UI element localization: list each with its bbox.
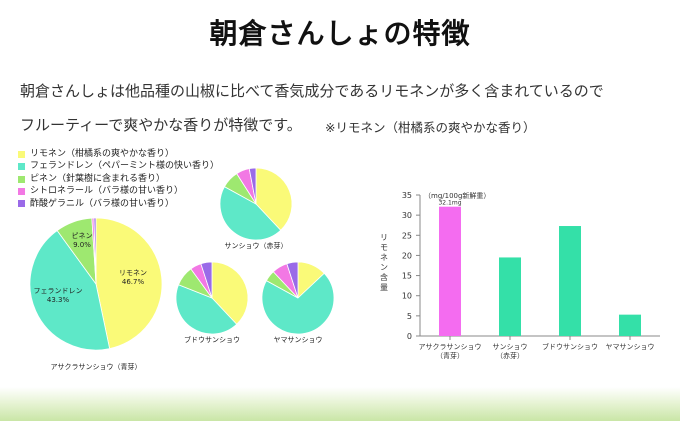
pie-slice [286, 261, 299, 299]
x-tick-label: （赤芽） [496, 351, 524, 360]
pie-chart: サンショウ（赤芽） [219, 167, 293, 250]
bar [619, 314, 641, 336]
legend-swatch [18, 200, 25, 208]
legend-label: 酢酸ゲラニル（バラ様の甘い香り） [30, 198, 175, 209]
page-title: 朝倉さんしょの特徴 [209, 17, 471, 50]
bar-chart: 0 5 10 15 20 25 30 35 （mg/100g新鮮重） リモネン含量アサクラサンショ… [380, 191, 660, 360]
legend-item: シトロネラール（バラ様の甘い香り） [18, 185, 219, 197]
legend-label: フェランドレン（ペパーミント様の快い香り） [30, 161, 220, 172]
pie-data-label: フェランドレン [34, 287, 83, 295]
pie-data-value: 43.3% [47, 296, 70, 304]
pie-legend: リモネン（柑橘系の爽やかな香り） フェランドレン（ペパーミント様の快い香り） ピ… [18, 148, 219, 210]
limonene-note: ※リモネン（柑橘系の爽やかな香り） [325, 120, 536, 135]
legend-label: リモネン（柑橘系の爽やかな香り） [30, 149, 175, 159]
pie-slice [175, 284, 238, 335]
pie-title: サンショウ（赤芽） [225, 241, 288, 250]
y-tick-label: 25 [402, 231, 412, 240]
pie-chart: ヤマサンショウ [261, 261, 335, 344]
legend-swatch [18, 150, 25, 158]
x-tick-label: アサクラサンショウ [419, 343, 482, 351]
pie-title: ブドウサンショウ [184, 335, 240, 344]
legend-label: ピネン（針葉樹に含まれる香り） [30, 173, 166, 184]
y-tick-label: 35 [402, 191, 412, 200]
pie-slice [200, 261, 213, 299]
legend-label: シトロネラール（バラ様の甘い香り） [30, 186, 184, 197]
pie-title: ヤマサンショウ [274, 336, 323, 344]
bar [559, 226, 581, 336]
pie-data-value: 9.0% [73, 241, 91, 249]
pie-slice [255, 167, 293, 231]
legend-swatch [18, 187, 25, 195]
legend-swatch [18, 163, 25, 171]
x-tick-label: サンショウ [493, 343, 528, 351]
bar [499, 257, 521, 336]
legend-item: ピネン（針葉樹に含まれる香り） [18, 173, 219, 185]
intro-line-1: 朝倉さんしょは他品種の山椒に比べて香気成分であるリモネンが多く含まれているので [20, 82, 604, 100]
y-tick-label: 15 [402, 272, 412, 281]
x-tick-label: ブドウサンショウ [542, 342, 598, 351]
bar [439, 206, 461, 336]
pie-slice [93, 217, 97, 285]
legend-item: リモネン（柑橘系の爽やかな香り） [18, 148, 219, 160]
pie-data-label: ピネン [72, 232, 93, 240]
pie-chart: ブドウサンショウ [175, 261, 249, 344]
x-tick-label: ヤマサンショウ [606, 343, 655, 351]
intro-line-2: フルーティーで爽やかな香りが特徴です。 [20, 116, 302, 134]
bar-value-label: 32.1mg [438, 200, 461, 207]
y-tick-label: 30 [402, 211, 412, 220]
pie-slice [219, 186, 282, 241]
bottom-gradient-band [0, 387, 680, 421]
pie-slice [211, 261, 249, 325]
y-tick-label: 10 [402, 292, 412, 301]
pie-data-label: リモネン [119, 269, 147, 277]
y-axis-unit: （mg/100g新鮮重） [424, 191, 490, 200]
y-tick-label: 20 [402, 251, 412, 260]
x-tick-label: （青芽） [436, 351, 464, 360]
pie-slice [29, 230, 111, 351]
pie-slice [248, 167, 257, 205]
y-tick-label: 0 [407, 332, 412, 341]
y-axis-title: リモネン含量 [380, 233, 388, 292]
pie-data-value: 46.7% [122, 278, 145, 286]
legend-swatch [18, 175, 25, 183]
y-tick-label: 5 [407, 312, 412, 321]
legend-item: 酢酸ゲラニル（バラ様の甘い香り） [18, 198, 219, 210]
pie-slice [95, 217, 163, 350]
legend-item: フェランドレン（ペパーミント様の快い香り） [18, 160, 219, 172]
pie-title: アサクラサンショウ（青芽） [51, 362, 142, 371]
